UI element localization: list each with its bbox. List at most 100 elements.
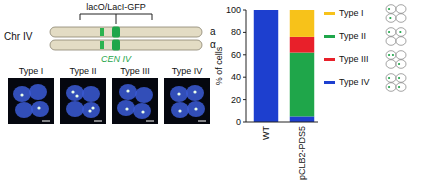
image-label: Type II xyxy=(69,66,96,76)
micrograph xyxy=(8,78,54,124)
y-tick xyxy=(243,77,246,78)
centromere-mark xyxy=(112,27,120,38)
legend-icon-cell xyxy=(396,5,406,14)
scale-bar xyxy=(94,121,102,122)
bar-segment xyxy=(254,10,278,11)
micrograph-bg xyxy=(112,78,158,124)
legend-label: Type IV xyxy=(339,77,370,87)
legend-label: Type I xyxy=(339,8,364,18)
bars xyxy=(254,10,314,122)
y-tick-label: 80 xyxy=(231,27,241,37)
legend-icon-cell xyxy=(396,74,406,83)
micrograph-bg xyxy=(60,78,106,124)
figure: lacO/LacI-GFPaαChr IVCEN IVType IType II… xyxy=(0,0,435,185)
gfp-dot xyxy=(37,106,40,109)
gfp-dot xyxy=(75,94,78,97)
centromere-mark xyxy=(112,40,120,51)
laco-array xyxy=(100,41,104,49)
image-label: Type III xyxy=(120,66,150,76)
scale-bar xyxy=(146,121,154,122)
gfp-dot xyxy=(71,90,74,93)
cell xyxy=(82,86,100,102)
gfp-dot xyxy=(125,107,128,110)
legend-icon-dot xyxy=(388,86,390,88)
chart: WTpCLB2-PDS5020406080100% of cellsType I… xyxy=(214,5,406,180)
diagram: lacO/LacI-GFPaαChr IVCEN IVType IType II… xyxy=(4,2,216,124)
cell xyxy=(66,101,84,117)
legend-icon-cell xyxy=(386,83,396,92)
cell xyxy=(171,102,189,118)
category-label: pCLB2-PDS5 xyxy=(297,126,307,180)
y-axis xyxy=(246,10,247,122)
cell xyxy=(82,102,100,118)
gfp-dot xyxy=(91,106,94,109)
y-tick-label: 20 xyxy=(231,95,241,105)
chromatid xyxy=(50,27,202,37)
bar-segment xyxy=(290,37,314,53)
legend-icon-cell xyxy=(396,14,406,23)
micrograph-bg xyxy=(8,78,54,124)
gfp-dot xyxy=(20,93,23,96)
scale-bar xyxy=(42,121,50,122)
legend-swatch xyxy=(324,58,335,61)
y-tick xyxy=(243,99,246,100)
legend-icon-cell xyxy=(386,74,396,83)
cell xyxy=(186,85,204,101)
cell xyxy=(133,103,151,119)
legend-label: Type II xyxy=(339,31,366,41)
gfp-dot xyxy=(141,110,144,113)
cell xyxy=(187,101,205,117)
legend-icon-dot xyxy=(388,54,390,56)
legend-icon-cell xyxy=(396,51,406,60)
legend-icon-dot xyxy=(398,77,400,79)
legend-icon-cell xyxy=(396,37,406,46)
scale-bar xyxy=(198,121,206,122)
image-label: Type IV xyxy=(172,66,203,76)
centromere-label: CEN IV xyxy=(101,54,132,64)
laco-array xyxy=(100,28,104,36)
y-tick-label: 40 xyxy=(231,72,241,82)
legend-icon-cell xyxy=(386,51,396,60)
bar-segment xyxy=(254,10,278,122)
micrograph-bg xyxy=(164,78,210,124)
legend-icon-cell xyxy=(396,83,406,92)
legend-swatch xyxy=(324,81,335,84)
y-tick xyxy=(243,10,246,11)
y-tick xyxy=(243,122,246,123)
gfp-dot xyxy=(194,107,197,110)
chromosome-label: Chr IV xyxy=(4,31,33,42)
bar-segment xyxy=(290,53,314,117)
legend-icon-dot xyxy=(398,86,400,88)
micrograph xyxy=(112,78,158,124)
legend: Type IType IIType IIIType IV xyxy=(324,5,406,92)
bar-segment xyxy=(254,10,278,11)
legend-icon-cell xyxy=(386,14,396,23)
cell xyxy=(135,87,153,103)
legend-swatch xyxy=(324,12,335,15)
cell xyxy=(170,86,188,102)
legend-icon-cell xyxy=(386,5,396,14)
image-label: Type I xyxy=(19,66,44,76)
x-axis xyxy=(246,122,318,123)
cell xyxy=(119,84,137,100)
legend-icon-dot xyxy=(399,31,401,33)
legend-icon-cell xyxy=(396,28,406,37)
cell xyxy=(13,86,31,102)
legend-swatch xyxy=(324,35,335,38)
cell xyxy=(117,100,135,116)
canvas: lacO/LacI-GFPaαChr IVCEN IVType IType II… xyxy=(0,0,435,185)
bar-segment xyxy=(254,10,278,11)
cell xyxy=(29,84,47,100)
y-tick xyxy=(243,54,246,55)
cell xyxy=(31,101,49,117)
gfp-dot xyxy=(178,109,181,112)
y-tick-label: 60 xyxy=(231,50,241,60)
legend-icon-dot xyxy=(388,31,390,33)
legend-icon-dot xyxy=(389,17,391,19)
legend-icon-dot xyxy=(398,63,400,65)
homolog-label: a xyxy=(210,26,216,37)
legend-icon-dot xyxy=(392,54,394,56)
y-tick-label: 100 xyxy=(226,5,241,15)
micrograph xyxy=(60,78,106,124)
legend-icon-dot xyxy=(388,8,390,10)
